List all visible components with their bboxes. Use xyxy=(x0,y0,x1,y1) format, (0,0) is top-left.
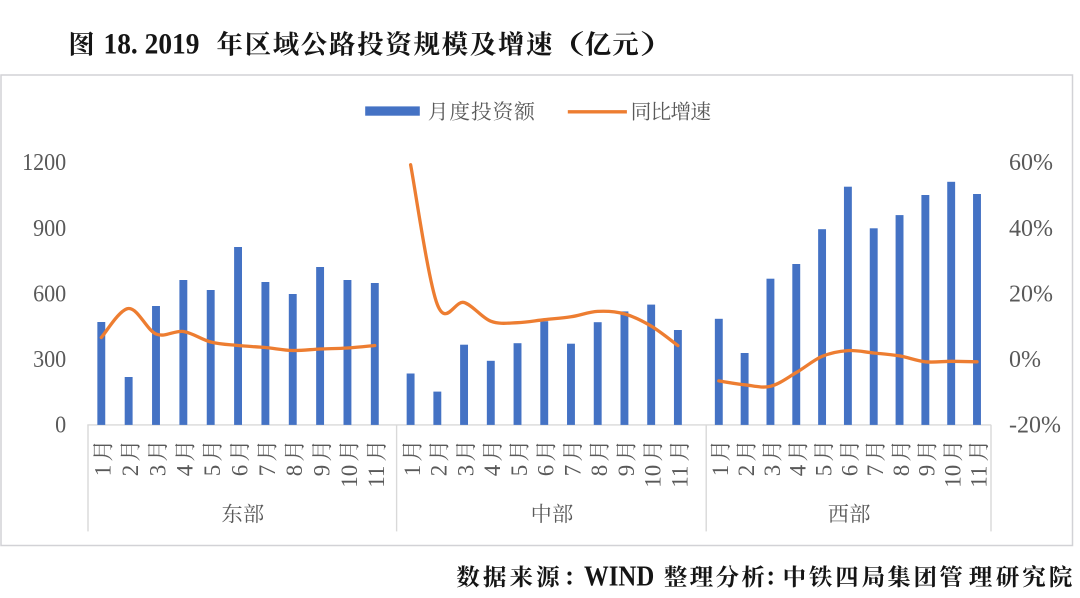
svg-text:11: 11 xyxy=(966,466,991,488)
svg-text:1200: 1200 xyxy=(22,148,66,175)
svg-text:7: 7 xyxy=(255,465,280,477)
svg-text:4: 4 xyxy=(786,464,811,476)
svg-text:5: 5 xyxy=(811,465,836,477)
svg-text:2: 2 xyxy=(118,465,143,477)
svg-text:10: 10 xyxy=(941,465,966,488)
svg-text:300: 300 xyxy=(33,345,66,372)
svg-text:9: 9 xyxy=(309,465,334,477)
svg-text:0: 0 xyxy=(55,411,66,438)
svg-text:6: 6 xyxy=(534,465,559,477)
svg-text:3: 3 xyxy=(453,465,478,477)
svg-text:-20%: -20% xyxy=(1009,413,1061,439)
svg-text:5: 5 xyxy=(507,465,532,477)
svg-text:7: 7 xyxy=(560,465,585,477)
svg-text:1: 1 xyxy=(400,465,425,477)
svg-text:40%: 40% xyxy=(1009,216,1053,242)
svg-text:3: 3 xyxy=(145,465,170,477)
svg-text:8: 8 xyxy=(587,465,612,477)
svg-text:11: 11 xyxy=(667,466,692,488)
svg-text:18. 2019: 18. 2019 xyxy=(104,28,200,60)
svg-text:600: 600 xyxy=(33,279,66,306)
svg-text:5: 5 xyxy=(200,465,225,477)
svg-text:7: 7 xyxy=(863,465,888,477)
svg-text:2: 2 xyxy=(734,465,759,477)
svg-text:8: 8 xyxy=(889,465,914,477)
svg-text:11: 11 xyxy=(364,466,389,488)
svg-text:9: 9 xyxy=(915,465,940,477)
svg-text:4: 4 xyxy=(480,464,505,476)
svg-text:3: 3 xyxy=(760,465,785,477)
svg-text:6: 6 xyxy=(227,465,252,477)
svg-text:20%: 20% xyxy=(1009,281,1053,307)
svg-text:9: 9 xyxy=(614,465,639,477)
svg-text:8: 8 xyxy=(282,465,307,477)
svg-text:1: 1 xyxy=(91,465,116,477)
svg-text:WIND: WIND xyxy=(584,560,654,592)
svg-text:0%: 0% xyxy=(1009,347,1041,373)
svg-text:60%: 60% xyxy=(1009,150,1053,176)
svg-text:2: 2 xyxy=(427,465,452,477)
svg-text:900: 900 xyxy=(33,214,66,241)
svg-text:4: 4 xyxy=(173,464,198,476)
svg-text:10: 10 xyxy=(641,465,666,488)
svg-text:6: 6 xyxy=(837,465,862,477)
svg-text:1: 1 xyxy=(708,465,733,477)
svg-text:10: 10 xyxy=(337,465,362,488)
